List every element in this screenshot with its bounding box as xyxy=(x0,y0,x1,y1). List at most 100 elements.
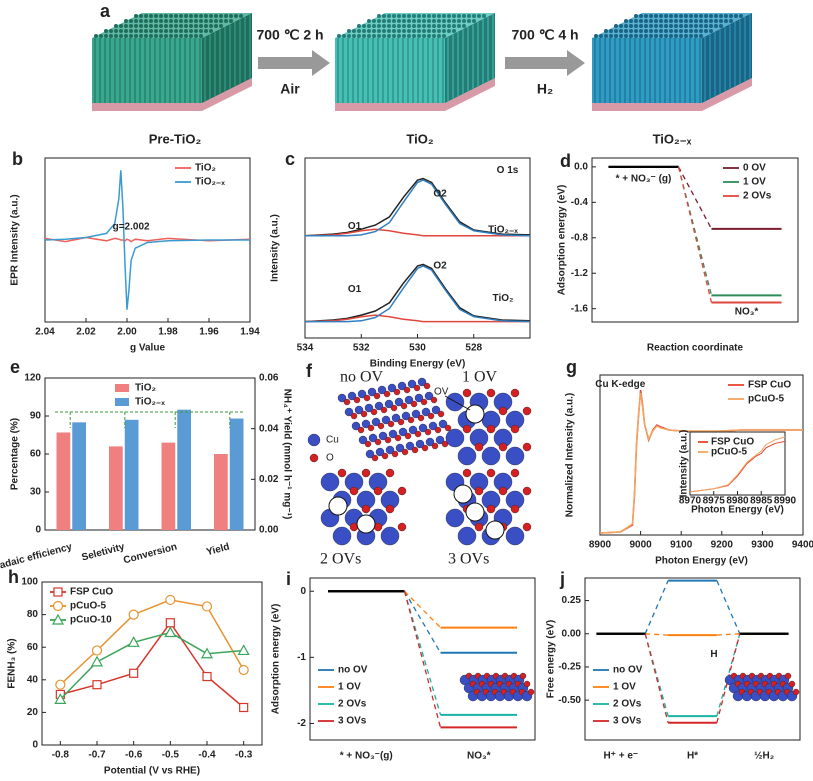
series-line xyxy=(689,436,786,493)
x-tick-label: -0.4 xyxy=(198,750,216,761)
tube-top xyxy=(442,14,446,18)
atom xyxy=(427,412,435,420)
atom xyxy=(388,429,398,439)
tube-top xyxy=(397,34,401,38)
structure-label: 3 OVs xyxy=(448,551,489,568)
tube-top xyxy=(634,19,638,23)
marker xyxy=(164,626,177,638)
tube-top xyxy=(382,14,386,18)
tube-top xyxy=(437,34,441,38)
x-tick-label: 2.04 xyxy=(35,327,55,338)
atom xyxy=(309,453,319,463)
x-tick-label: 8975 xyxy=(703,496,726,507)
panel-label: b xyxy=(12,149,23,169)
y-tick-label: -0.8 xyxy=(571,232,589,243)
tube-top xyxy=(679,29,683,33)
annotation: TiO₂ xyxy=(493,293,514,304)
state-label: H* xyxy=(687,751,698,762)
tube-top xyxy=(184,24,188,28)
atom xyxy=(421,407,431,417)
atom xyxy=(397,381,407,391)
atom xyxy=(510,468,520,478)
state-label: H⁺ + e⁻ xyxy=(603,751,638,762)
tube-top xyxy=(119,29,123,33)
atom xyxy=(522,522,532,532)
tube-top xyxy=(619,34,623,38)
tube-top xyxy=(649,29,653,33)
atom xyxy=(486,468,496,478)
atom xyxy=(788,680,796,688)
series-line xyxy=(304,314,530,323)
atom xyxy=(498,406,508,416)
series-line xyxy=(305,179,531,237)
tube-top xyxy=(714,24,718,28)
atom xyxy=(404,432,412,440)
atom xyxy=(391,413,401,423)
annotation: H xyxy=(710,649,717,660)
atom xyxy=(438,419,448,429)
tube-top xyxy=(407,34,411,38)
tube-top xyxy=(669,19,673,23)
atom xyxy=(417,377,427,387)
tube-top xyxy=(189,29,193,33)
y2-tick-label: 0.04 xyxy=(259,423,279,434)
arrow-head xyxy=(312,50,330,76)
legend-label: 1 OV xyxy=(338,682,361,693)
series-line xyxy=(59,631,244,700)
y-tick-label: -0.4 xyxy=(571,197,589,208)
atom xyxy=(344,407,354,417)
tube-top xyxy=(377,14,381,18)
tube-top xyxy=(422,19,426,23)
atom xyxy=(408,425,418,435)
tube-top xyxy=(164,34,168,38)
tube-top xyxy=(472,14,476,18)
x-tick-label: 1.96 xyxy=(199,327,219,338)
tube-top xyxy=(149,34,153,38)
atom xyxy=(486,388,496,398)
tube-top xyxy=(619,24,623,28)
tube-top xyxy=(362,24,366,28)
atom xyxy=(435,435,445,445)
tube-top xyxy=(604,34,608,38)
tube-top xyxy=(99,34,103,38)
tube-top xyxy=(154,19,158,23)
tube-top xyxy=(634,14,638,18)
series-line xyxy=(59,599,245,686)
atom xyxy=(394,397,404,407)
tube-top xyxy=(367,19,371,23)
tube-top xyxy=(422,14,426,18)
tube-top xyxy=(154,29,158,33)
tube-top xyxy=(392,24,396,28)
x-tick-label: 1.98 xyxy=(158,327,178,338)
tube-top xyxy=(427,19,431,23)
y2-axis-label: NH₄⁺ Yield (mmol h⁻¹ mg⁻¹) xyxy=(281,389,292,520)
atom xyxy=(384,399,394,409)
legend-label: TiO₂₋ₓ xyxy=(195,177,225,188)
tube-top xyxy=(234,14,238,18)
atom xyxy=(401,448,409,456)
panel-label: g xyxy=(566,357,577,377)
tube-top xyxy=(104,34,108,38)
y-axis-label: Intensity (a.u.) xyxy=(679,430,690,498)
atom xyxy=(397,522,407,532)
atom xyxy=(337,393,347,403)
tube-top xyxy=(377,34,381,38)
tube-top xyxy=(179,19,183,23)
tube-top xyxy=(437,29,441,33)
tube-top xyxy=(184,14,188,18)
annotation: O2 xyxy=(433,189,447,200)
tube-top xyxy=(194,34,198,38)
atom xyxy=(411,446,419,454)
legend-label: pCuO-5 xyxy=(748,394,785,405)
y2-tick-label: 0.00 xyxy=(259,525,279,536)
atom xyxy=(385,468,395,478)
tube-top xyxy=(362,29,366,33)
tube-top xyxy=(209,29,213,33)
atom xyxy=(370,408,378,416)
annotation: g=2.002 xyxy=(113,222,150,233)
tube-top xyxy=(139,19,143,23)
tube-top xyxy=(694,19,698,23)
tube-top xyxy=(169,19,173,23)
atom xyxy=(462,468,472,478)
atom xyxy=(394,434,402,442)
